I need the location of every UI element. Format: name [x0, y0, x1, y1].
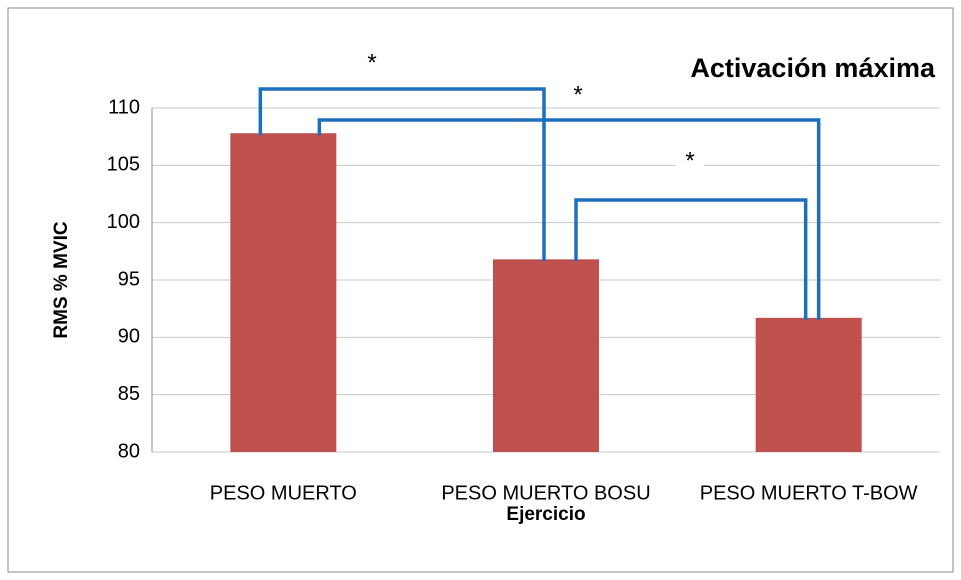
x-tick-label: PESO MUERTO BOSU	[441, 482, 650, 504]
y-axis-label: RMS % MVIC	[51, 221, 72, 338]
x-tick-label: PESO MUERTO T-BOW	[700, 482, 918, 504]
y-tick-label: 105	[107, 154, 140, 176]
annotation-bg	[676, 146, 704, 172]
annotation: *	[367, 49, 376, 76]
y-tick-label: 95	[118, 268, 140, 290]
significance-bracket	[317, 118, 821, 320]
annotation: *	[685, 147, 694, 174]
y-tick-label: 110	[108, 96, 140, 118]
annotation-bg	[564, 80, 592, 106]
chart-title: Activación máxima	[690, 53, 936, 83]
significance-bracket	[258, 87, 546, 262]
significance-bracket	[574, 198, 808, 320]
bar	[230, 133, 337, 452]
chart-border	[7, 7, 954, 573]
y-tick-label: 90	[118, 326, 140, 348]
annotation-bg	[358, 48, 386, 74]
y-tick-label: 80	[118, 440, 140, 462]
annotation: *	[573, 81, 582, 108]
x-tick-label: PESO MUERTO	[210, 482, 357, 504]
bar	[493, 259, 599, 452]
x-axis-label: Ejercicio	[506, 504, 585, 525]
y-tick-label: 100	[107, 211, 140, 233]
bar	[755, 317, 862, 452]
y-tick-label: 85	[118, 383, 140, 405]
